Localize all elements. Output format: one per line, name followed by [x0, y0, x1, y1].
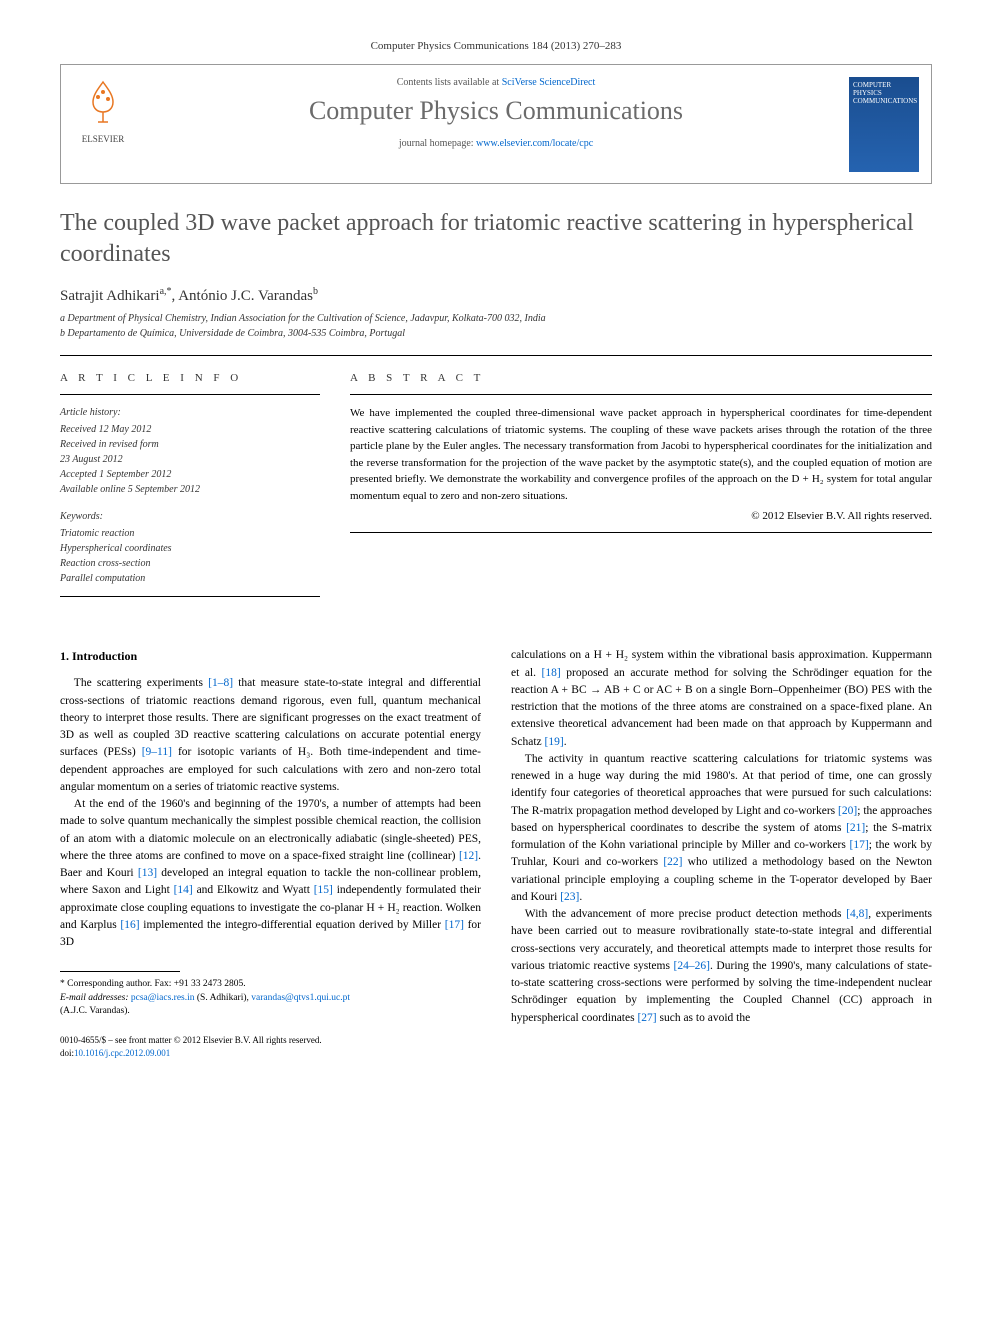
body-paragraph: The scattering experiments [1–8] that me… [60, 675, 481, 796]
online-date: Available online 5 September 2012 [60, 482, 320, 497]
homepage-line: journal homepage: www.elsevier.com/locat… [157, 138, 835, 149]
body-column-right: calculations on a H + H₂ system within t… [511, 647, 932, 1059]
keyword-1: Triatomic reaction [60, 526, 320, 541]
body-paragraph: At the end of the 1960's and beginning o… [60, 796, 481, 951]
article-info-heading: A R T I C L E I N F O [60, 372, 320, 384]
copyright-footer: 0010-4655/$ – see front matter © 2012 El… [60, 1034, 481, 1059]
body-columns: 1. Introduction The scattering experimen… [60, 647, 932, 1059]
corresp-line: * Corresponding author. Fax: +91 33 2473… [60, 978, 481, 991]
elsevier-tree-icon [78, 77, 128, 127]
keyword-2: Hyperspherical coordinates [60, 541, 320, 556]
citation-banner: Computer Physics Communications 184 (201… [60, 40, 932, 52]
keyword-3: Reaction cross-section [60, 556, 320, 571]
abstract-divider [350, 394, 932, 395]
article-title: The coupled 3D wave packet approach for … [60, 208, 932, 270]
contents-prefix: Contents lists available at [397, 77, 502, 88]
abstract-divider-bottom [350, 532, 932, 533]
contents-line: Contents lists available at SciVerse Sci… [157, 77, 835, 88]
info-abstract-row: A R T I C L E I N F O Article history: R… [60, 372, 932, 607]
author-2: António J.C. Varandas [178, 288, 313, 304]
history-head: Article history: [60, 405, 320, 420]
received-date: Received 12 May 2012 [60, 422, 320, 437]
email-1-link[interactable]: pcsa@iacs.res.in [131, 993, 195, 1003]
journal-cover-thumbnail: COMPUTER PHYSICS COMMUNICATIONS [849, 77, 919, 172]
revised-line1: Received in revised form [60, 437, 320, 452]
author-1-affil: a,* [160, 286, 172, 297]
issn-line: 0010-4655/$ – see front matter © 2012 El… [60, 1034, 481, 1047]
sciverse-link[interactable]: SciVerse ScienceDirect [502, 77, 596, 88]
cover-text: COMPUTER PHYSICS COMMUNICATIONS [853, 81, 915, 105]
email-label: E-mail addresses: [60, 993, 131, 1003]
email-1-who: (S. Adhikari), [195, 993, 252, 1003]
elsevier-label: ELSEVIER [73, 134, 133, 144]
section-1-heading: 1. Introduction [60, 647, 481, 665]
doi-line: doi:10.1016/j.cpc.2012.09.001 [60, 1047, 481, 1060]
affiliation-a: a Department of Physical Chemistry, Indi… [60, 313, 932, 324]
abstract-column: A B S T R A C T We have implemented the … [350, 372, 932, 607]
email-line: E-mail addresses: pcsa@iacs.res.in (S. A… [60, 992, 481, 1005]
doi-label: doi: [60, 1048, 74, 1058]
journal-name: Computer Physics Communications [157, 96, 835, 126]
corresponding-author-footnote: * Corresponding author. Fax: +91 33 2473… [60, 978, 481, 1018]
homepage-link[interactable]: www.elsevier.com/locate/cpc [476, 138, 593, 149]
doi-link[interactable]: 10.1016/j.cpc.2012.09.001 [74, 1048, 170, 1058]
accepted-date: Accepted 1 September 2012 [60, 467, 320, 482]
abstract-text: We have implemented the coupled three-di… [350, 405, 932, 504]
article-info-column: A R T I C L E I N F O Article history: R… [60, 372, 320, 607]
body-column-left: 1. Introduction The scattering experimen… [60, 647, 481, 1059]
authors-line: Satrajit Adhikaria,*, António J.C. Varan… [60, 286, 932, 305]
keywords-head: Keywords: [60, 509, 320, 524]
info-divider-bottom [60, 596, 320, 597]
journal-header-box: ELSEVIER COMPUTER PHYSICS COMMUNICATIONS… [60, 64, 932, 184]
keyword-4: Parallel computation [60, 571, 320, 586]
email-2-who: (A.J.C. Varandas). [60, 1005, 481, 1018]
article-history: Article history: Received 12 May 2012 Re… [60, 405, 320, 586]
revised-line2: 23 August 2012 [60, 452, 320, 467]
footnote-divider [60, 971, 180, 972]
body-paragraph: calculations on a H + H₂ system within t… [511, 647, 932, 751]
abstract-copyright: © 2012 Elsevier B.V. All rights reserved… [350, 510, 932, 522]
divider [60, 355, 932, 356]
body-paragraph: With the advancement of more precise pro… [511, 906, 932, 1027]
body-paragraph: The activity in quantum reactive scatter… [511, 751, 932, 906]
homepage-prefix: journal homepage: [399, 138, 476, 149]
elsevier-logo: ELSEVIER [73, 77, 133, 144]
author-2-affil: b [313, 286, 318, 297]
author-1: Satrajit Adhikari [60, 288, 160, 304]
info-divider [60, 394, 320, 395]
abstract-heading: A B S T R A C T [350, 372, 932, 384]
affiliation-b: b Departamento de Química, Universidade … [60, 328, 932, 339]
email-2-link[interactable]: varandas@qtvs1.qui.uc.pt [251, 993, 350, 1003]
